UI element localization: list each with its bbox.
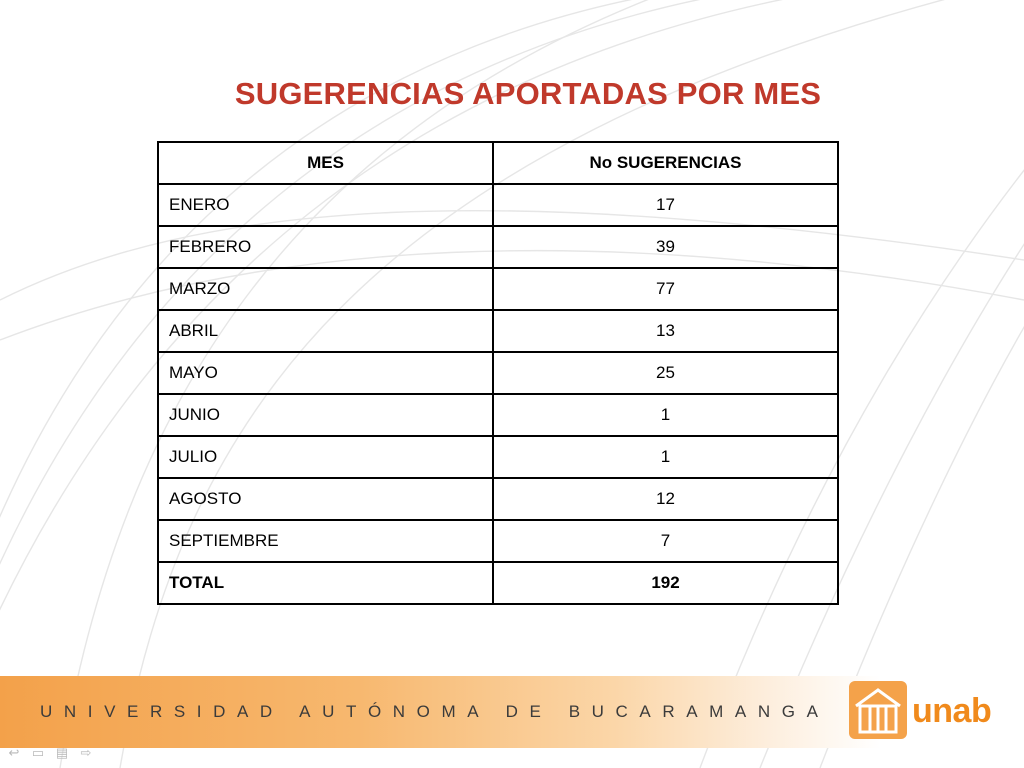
total-value-cell: 192 bbox=[492, 561, 839, 605]
month-cell: SEPTIEMBRE bbox=[157, 519, 494, 563]
table-row: SEPTIEMBRE 7 bbox=[157, 519, 839, 563]
month-cell: JULIO bbox=[157, 435, 494, 479]
table-row: FEBRERO 39 bbox=[157, 225, 839, 269]
total-label-cell: TOTAL bbox=[157, 561, 494, 605]
table-header-row: MES No SUGERENCIAS bbox=[157, 141, 839, 185]
month-cell: MARZO bbox=[157, 267, 494, 311]
month-cell: JUNIO bbox=[157, 393, 494, 437]
value-cell: 17 bbox=[492, 183, 839, 227]
table-row: AGOSTO 12 bbox=[157, 477, 839, 521]
page-title: SUGERENCIAS APORTADAS POR MES bbox=[234, 76, 822, 111]
table-row: MARZO 77 bbox=[157, 267, 839, 311]
prev-icon[interactable]: ↩ bbox=[8, 745, 20, 760]
table-row: ABRIL 13 bbox=[157, 309, 839, 353]
notes-icon[interactable]: ▤ bbox=[55, 745, 69, 760]
table-row: JUNIO 1 bbox=[157, 393, 839, 437]
column-header: MES bbox=[157, 141, 494, 185]
value-cell: 39 bbox=[492, 225, 839, 269]
table-row: ENERO 17 bbox=[157, 183, 839, 227]
university-name: UNIVERSIDAD AUTÓNOMA DE BUCARAMANGA bbox=[40, 702, 830, 721]
table-row: JULIO 1 bbox=[157, 435, 839, 479]
value-cell: 7 bbox=[492, 519, 839, 563]
column-header: No SUGERENCIAS bbox=[492, 141, 839, 185]
value-cell: 1 bbox=[492, 435, 839, 479]
table-row: MAYO 25 bbox=[157, 351, 839, 395]
slide-navigation: ↩ ▭ ▤ ⇨ bbox=[0, 738, 94, 768]
value-cell: 13 bbox=[492, 309, 839, 353]
month-cell: ENERO bbox=[157, 183, 494, 227]
value-cell: 12 bbox=[492, 477, 839, 521]
suggestions-table: MES No SUGERENCIAS ENERO 17 FEBRERO 39 M… bbox=[157, 141, 839, 605]
month-cell: AGOSTO bbox=[157, 477, 494, 521]
month-cell: MAYO bbox=[157, 351, 494, 395]
unab-logo-icon bbox=[849, 681, 907, 739]
menu-icon[interactable]: ▭ bbox=[31, 745, 45, 760]
total-row: TOTAL 192 bbox=[157, 561, 839, 605]
value-cell: 25 bbox=[492, 351, 839, 395]
month-cell: FEBRERO bbox=[157, 225, 494, 269]
month-cell: ABRIL bbox=[157, 309, 494, 353]
logo-text: unab bbox=[912, 692, 992, 730]
value-cell: 77 bbox=[492, 267, 839, 311]
value-cell: 1 bbox=[492, 393, 839, 437]
next-icon[interactable]: ⇨ bbox=[80, 745, 92, 760]
